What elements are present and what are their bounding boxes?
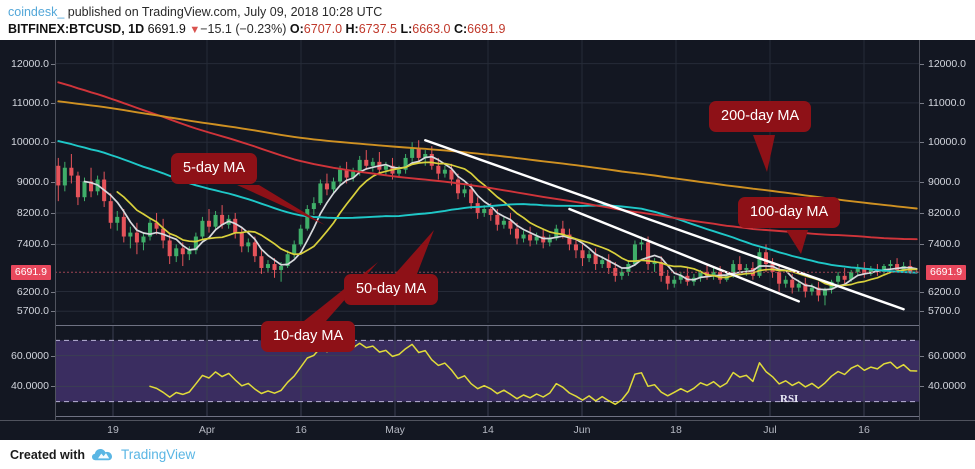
down-triangle-icon: ▼ — [189, 24, 201, 36]
price-tick-right: 7400.0 — [928, 238, 961, 251]
price-axis-left[interactable]: 12000.0 11000.0 10000.0 9000.0 8200.0 7400.0 6… — [0, 40, 55, 440]
price-axis-right[interactable]: 12000.0 11000.0 10000.0 9000.0 8200.0 7400.0 6… — [920, 40, 975, 440]
price-tick-left: 9000.0 — [16, 175, 49, 188]
price-tick-right: 12000.0 — [928, 57, 966, 70]
price-tick-left: 7400.0 — [16, 238, 49, 251]
date-tick: Apr — [198, 424, 216, 436]
callout-50-day-ma: 50-day MA — [344, 274, 439, 305]
publish-line: coindesk_ published on TradingView.com, … — [8, 4, 975, 20]
price-tick-mark-left — [51, 212, 55, 214]
tradingview-logo-svg — [92, 449, 113, 461]
price-tick-right: 8200.0 — [928, 206, 961, 219]
low-value: 6663.0 — [412, 22, 451, 36]
change-percent: (−0.23%) — [235, 22, 287, 36]
tradingview-logo-icon — [92, 447, 114, 462]
date-tick: Jun — [573, 424, 591, 436]
created-with-label: Created with — [10, 447, 86, 462]
left-axis-separator — [55, 40, 56, 440]
price-tick-mark-left — [51, 311, 55, 313]
close-key: C: — [453, 22, 468, 36]
time-axis[interactable]: 19 Apr 16 May 14 Jun 18 Jul 16 — [0, 420, 975, 440]
open-key: O: — [289, 22, 304, 36]
price-tick-mark-right — [920, 311, 924, 313]
change-absolute: −15.1 — [200, 22, 232, 36]
time-axis-border — [0, 420, 975, 421]
date-tick: 19 — [107, 424, 119, 436]
open-value: 6707.0 — [303, 22, 343, 36]
date-tick: 16 — [295, 424, 307, 436]
right-axis-separator — [919, 40, 920, 440]
rsi-plot-svg — [55, 325, 920, 417]
price-tick-mark-left — [51, 181, 55, 183]
price-tick-left: 8200.0 — [16, 206, 49, 219]
price-tick-right: 6200.0 — [928, 285, 961, 298]
callout-5-day-ma: 5-day MA — [171, 153, 258, 184]
price-tick-right: 5700.0 — [928, 305, 961, 318]
price-tick-left: 11000.0 — [11, 96, 49, 109]
current-price-badge-left: 6691.9 — [10, 265, 51, 281]
rsi-tick-mark-right — [920, 355, 924, 357]
date-tick: 14 — [482, 424, 494, 436]
price-tick-mark-right — [920, 244, 924, 246]
author-link[interactable]: coindesk_ — [8, 5, 65, 19]
rsi-tick-left: 60.0000 — [11, 349, 49, 362]
date-tick: Jul — [763, 424, 777, 436]
price-tick-mark-right — [920, 63, 924, 65]
price-tick-mark-left — [51, 102, 55, 104]
price-tick-mark-right — [920, 291, 924, 293]
rsi-tick-right: 60.0000 — [928, 349, 966, 362]
price-tick-right: 11000.0 — [928, 96, 966, 109]
tradingview-brand-label[interactable]: TradingView — [121, 447, 196, 462]
price-tick-mark-right — [920, 102, 924, 104]
price-tick-mark-right — [920, 142, 924, 144]
chart-canvas-area[interactable]: RSI 12000.0 11000.0 10000.0 9000.0 8200.0 740… — [0, 40, 975, 440]
price-tick-right: 10000.0 — [928, 136, 966, 149]
price-tick-left: 5700.0 — [16, 305, 49, 318]
price-tick-left: 10000.0 — [11, 136, 49, 149]
last-price-value: 6691.9 — [147, 22, 186, 36]
price-tick-mark-left — [51, 63, 55, 65]
rsi-tick-left: 40.0000 — [11, 380, 49, 393]
symbol-label[interactable]: BITFINEX:BTCUSD, 1D — [8, 22, 145, 36]
chart-header: coindesk_ published on TradingView.com, … — [0, 0, 975, 40]
price-tick-mark-left — [51, 244, 55, 246]
price-tick-left: 12000.0 — [11, 57, 49, 70]
publish-text: published on TradingView.com, July 09, 2… — [64, 5, 383, 19]
chart-footer: Created with TradingView — [0, 440, 975, 469]
price-tick-mark-right — [920, 181, 924, 183]
rsi-tick-mark-left — [51, 386, 55, 388]
symbol-ohlc-line: BITFINEX:BTCUSD, 1D 6691.9 ▼−15.1 (−0.23… — [8, 21, 975, 39]
rsi-tick-right: 40.0000 — [928, 380, 966, 393]
date-tick: May — [385, 424, 405, 436]
high-key: H: — [345, 22, 359, 36]
callout-200-day-ma: 200-day MA — [709, 101, 812, 132]
callout-10-day-ma: 10-day MA — [261, 321, 356, 352]
low-key: L: — [400, 22, 413, 36]
price-tick-mark-left — [51, 291, 55, 293]
callout-100-day-ma: 100-day MA — [738, 197, 841, 228]
rsi-tick-mark-left — [51, 355, 55, 357]
rsi-pane[interactable] — [55, 325, 920, 417]
price-tick-mark-right — [920, 212, 924, 214]
date-tick: 16 — [858, 424, 870, 436]
high-value: 6737.5 — [358, 22, 397, 36]
price-tick-left: 6200.0 — [16, 285, 49, 298]
date-tick: 18 — [670, 424, 682, 436]
current-price-badge-right: 6691.9 — [926, 265, 967, 281]
rsi-tick-mark-right — [920, 386, 924, 388]
price-tick-mark-left — [51, 142, 55, 144]
rsi-series-label: RSI — [780, 393, 799, 405]
close-value: 6691.9 — [467, 22, 506, 36]
price-tick-right: 9000.0 — [928, 175, 961, 188]
